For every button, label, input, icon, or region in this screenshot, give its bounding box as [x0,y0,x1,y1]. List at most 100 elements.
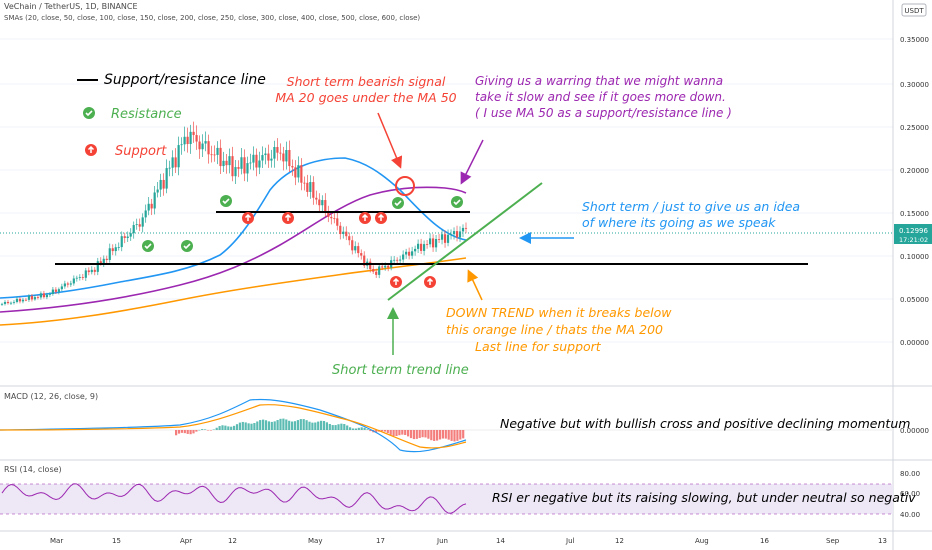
svg-text:17:21:02: 17:21:02 [899,236,928,244]
candle-body [285,150,288,162]
resistance-check-icon [142,240,154,252]
currency-badge[interactable]: USDT [901,3,927,17]
candle-body [96,261,99,272]
time-tick: Mar [50,537,63,545]
macd-histogram [175,418,465,442]
macd-bar [404,430,407,436]
ma20-line [0,157,467,299]
short-term-trend-line[interactable] [387,182,543,301]
candle-body [90,269,93,273]
time-axis: Mar 15 Apr 12 May 17 Jun 14 Jul 12 Aug 1… [50,537,887,545]
macd-bar [444,430,447,439]
macd-bar [282,418,285,430]
price-tick: 0.20000 [900,167,929,175]
legend-support: Support [115,144,167,159]
resistance-legend-icon [83,107,95,119]
candle-body [282,153,285,162]
candle-body [60,286,63,290]
candle-body [396,259,399,261]
macd-bar [256,421,259,430]
macd-bar [337,424,340,430]
candle-body [153,192,156,209]
macd-bar [279,418,282,430]
time-tick: Aug [695,537,709,545]
macd-bar [212,429,215,430]
candles [0,121,468,306]
macd-bar [293,421,297,430]
candle-body [237,167,240,169]
candle-body [240,157,243,169]
candle-body [39,293,43,298]
ma200-line [0,257,467,326]
macd-bar [366,429,369,430]
macd-bar [177,430,181,434]
candle-body [12,301,16,303]
candle-body [195,135,198,142]
candle-body [255,154,258,168]
macd-bar [354,428,357,430]
candle-body [213,154,216,156]
macd-bar [462,430,465,439]
macd-bar [288,420,291,430]
macd-bar [395,430,398,436]
macd-bar [209,430,212,431]
macd-bar [253,423,256,430]
time-tick: Jun [436,537,448,545]
macd-bar [453,430,456,442]
symbol-title: VeChain / TetherUS, 1D, BINANCE [4,2,138,11]
candle-body [360,253,363,256]
candle-body [147,203,150,211]
macd-bar [427,430,430,439]
price-tick: 0.10000 [900,253,929,261]
candle-body [81,277,84,278]
macd-bar [450,430,453,441]
warning-line1: Giving us a warring that we might wanna [475,74,723,88]
macd-bar [189,430,192,435]
svg-text:USDT: USDT [904,7,924,15]
macd-bar [351,428,355,430]
candle-body [411,251,414,256]
candle-body [15,298,19,302]
time-tick: Apr [180,537,192,545]
macd-bar [302,419,305,430]
candle-body [309,182,312,192]
candle-body [315,197,318,200]
candle-body [225,160,228,166]
candle-body [336,218,339,226]
candle-body [114,247,117,252]
warning-line3: ( I use MA 50 as a support/resistance li… [475,106,732,120]
macd-bar [415,430,418,439]
candle-body [42,293,46,298]
time-tick: 14 [496,537,505,545]
candle-body [425,244,429,245]
candle-body [408,251,411,256]
macd-bar [250,423,253,430]
candle-body [33,297,37,300]
macd-bar [221,425,224,430]
candle-body [258,160,261,168]
candle-body [87,270,90,273]
candle-body [417,243,420,249]
macd-bar [259,420,262,430]
macd-bar [227,426,230,430]
macd-bar [270,421,273,430]
macd-bar [398,430,401,436]
candle-body [18,298,22,302]
resistance-check-icon [220,195,232,207]
rsi-tick: 80.00 [900,470,920,478]
candle-body [372,269,375,272]
candle-body [6,301,10,304]
macd-bar [206,430,210,431]
legend-support-resistance: Support/resistance line [104,72,266,88]
macd-bar [392,430,395,437]
macd-bar [331,425,334,430]
candle-body [135,224,138,226]
support-arrow-icon [242,212,254,224]
macd-note: Negative but with bullish cross and posi… [500,416,910,431]
time-tick: 12 [228,537,237,545]
macd-bar [421,430,424,438]
candle-body [279,152,282,154]
candle-body [458,231,462,238]
candle-body [222,160,225,167]
